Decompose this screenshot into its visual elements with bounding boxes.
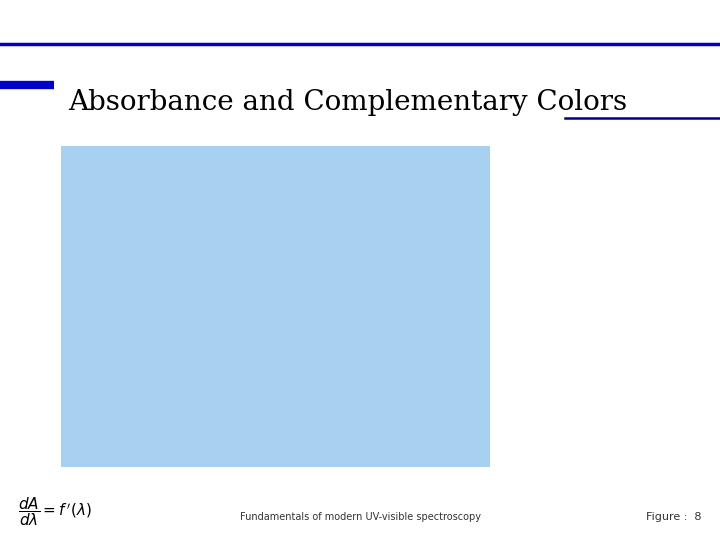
Text: Absorbance and Complementary Colors: Absorbance and Complementary Colors: [68, 89, 628, 116]
Text: Figure :  8: Figure : 8: [647, 512, 702, 522]
Text: $\dfrac{dA}{d\lambda} = f\,^{\prime}(\lambda)$: $\dfrac{dA}{d\lambda} = f\,^{\prime}(\la…: [18, 496, 91, 528]
Bar: [61, 146, 490, 467]
Text: Fundamentals of modern UV-visible spectroscopy: Fundamentals of modern UV-visible spectr…: [240, 512, 480, 522]
